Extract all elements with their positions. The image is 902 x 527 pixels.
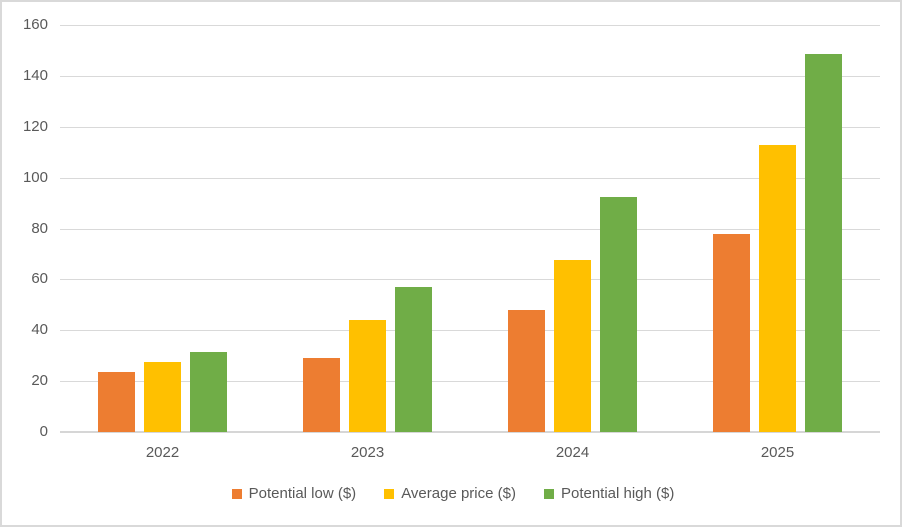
- y-axis-tick-label: 100: [22, 168, 48, 186]
- gridline: [60, 228, 880, 230]
- legend-item-average-price: Average price ($): [384, 485, 516, 502]
- bar-potential-high-2022: [190, 351, 227, 432]
- x-axis-line: [60, 431, 880, 433]
- bar-average-price-2023: [349, 320, 386, 432]
- bar-potential-low-2022: [98, 372, 135, 432]
- gridline: [60, 330, 880, 332]
- legend-item-potential-high: Potential high ($): [543, 485, 675, 502]
- gridline: [60, 381, 880, 383]
- y-axis-tick-label: 120: [22, 117, 48, 135]
- gridline: [60, 75, 880, 77]
- bar-potential-low-2025: [713, 233, 750, 432]
- bar-average-price-2022: [144, 362, 181, 432]
- legend: Potential low ($) Average price ($) Potent…: [2, 485, 900, 502]
- bar-average-price-2025: [759, 144, 796, 432]
- legend-label: Average price ($): [401, 485, 516, 502]
- y-axis-tick-label: 80: [31, 219, 48, 237]
- bar-potential-low-2024: [508, 309, 545, 432]
- y-axis-tick-label: 140: [22, 66, 48, 84]
- legend-swatch-icon: [231, 488, 242, 499]
- bar-potential-high-2024: [600, 196, 637, 432]
- legend-label: Potential low ($): [248, 485, 357, 502]
- gridline: [60, 25, 880, 26]
- y-axis-tick-label: 60: [31, 270, 48, 288]
- legend-label: Potential high ($): [560, 485, 675, 502]
- y-axis-tick-label: 0: [39, 423, 48, 440]
- legend-swatch-icon: [384, 488, 395, 499]
- bar-potential-high-2025: [805, 54, 842, 432]
- gridline: [60, 279, 880, 281]
- bar-potential-low-2023: [303, 358, 340, 432]
- y-axis-tick-label: 40: [31, 321, 48, 339]
- bar-potential-high-2023: [395, 287, 432, 432]
- y-axis-tick-label: 20: [31, 372, 48, 390]
- x-axis-label-2024: 2024: [555, 444, 590, 461]
- x-axis-label-2025: 2025: [760, 444, 795, 461]
- gridline: [60, 126, 880, 128]
- gridline: [60, 177, 880, 179]
- bar-average-price-2024: [554, 260, 591, 432]
- legend-swatch-icon: [543, 488, 554, 499]
- x-axis-label-2022: 2022: [145, 444, 180, 461]
- legend-item-potential-low: Potential low ($): [231, 485, 357, 502]
- y-axis-tick-label: 160: [22, 16, 48, 33]
- x-axis-label-2023: 2023: [350, 444, 385, 461]
